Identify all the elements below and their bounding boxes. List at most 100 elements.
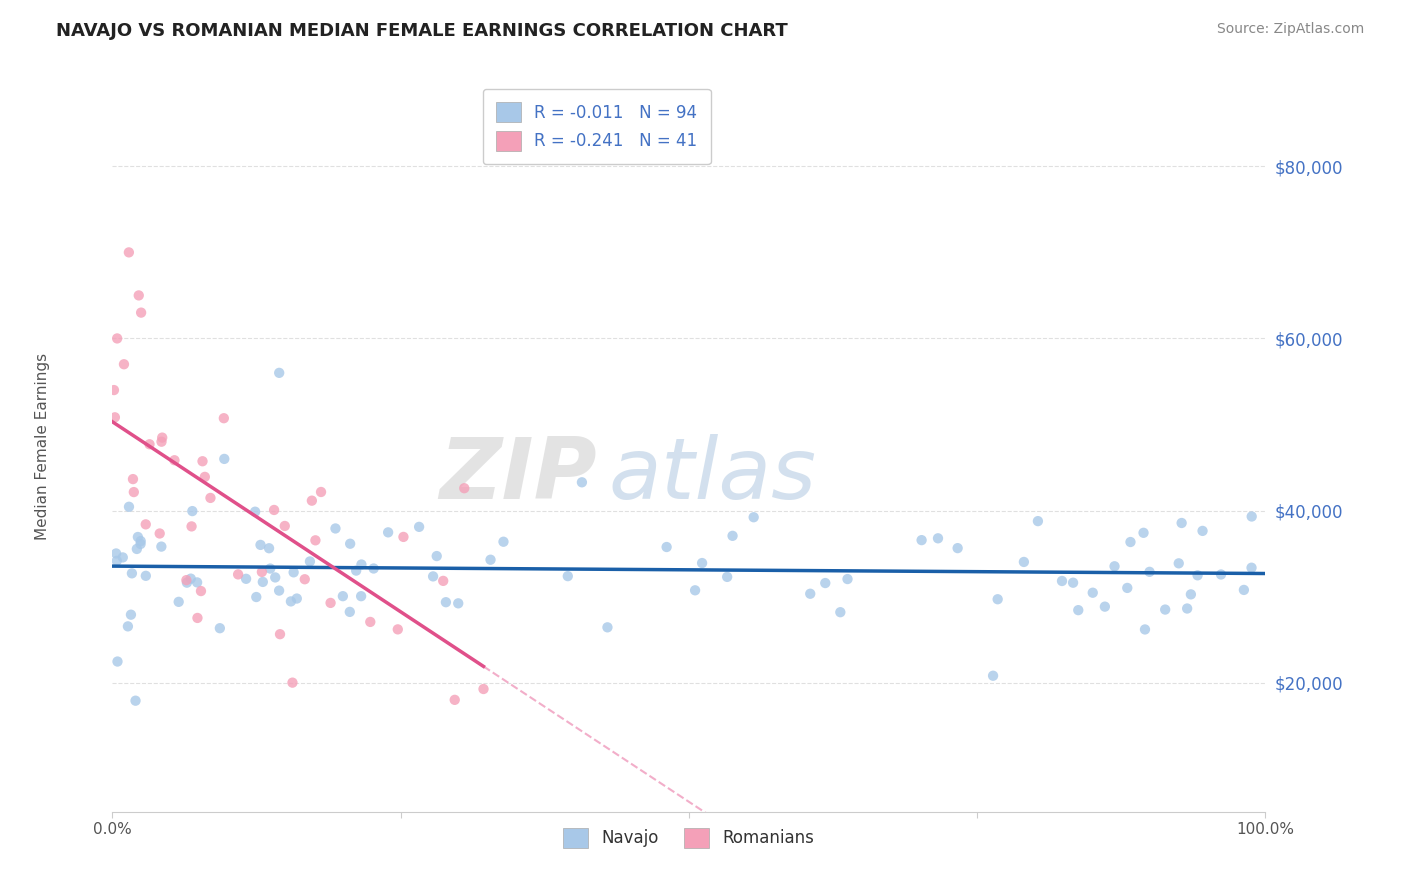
Point <box>655 540 678 554</box>
Point <box>150 434 173 449</box>
Point <box>259 561 281 575</box>
Point <box>799 587 821 601</box>
Point <box>422 569 444 583</box>
Point <box>571 475 593 490</box>
Point <box>447 596 470 610</box>
Point <box>128 288 150 302</box>
Point <box>105 554 128 568</box>
Point <box>350 558 373 572</box>
Point <box>163 453 186 467</box>
Point <box>176 575 198 590</box>
Point <box>830 605 852 619</box>
Point <box>186 575 208 590</box>
Point <box>180 572 202 586</box>
Point <box>214 451 236 466</box>
Point <box>304 533 326 548</box>
Point <box>135 569 157 583</box>
Point <box>105 546 128 560</box>
Point <box>309 485 332 500</box>
Point <box>742 510 765 524</box>
Point <box>1154 602 1177 616</box>
Point <box>716 570 738 584</box>
Point <box>319 596 342 610</box>
Point <box>690 556 713 570</box>
Point <box>392 530 415 544</box>
Point <box>285 591 308 606</box>
Point <box>1116 581 1139 595</box>
Point <box>1094 599 1116 614</box>
Point <box>339 605 361 619</box>
Legend: Navajo, Romanians: Navajo, Romanians <box>557 821 821 855</box>
Point <box>274 519 297 533</box>
Point <box>269 366 291 380</box>
Point <box>946 541 969 555</box>
Point <box>150 540 173 554</box>
Point <box>257 541 280 556</box>
Point <box>325 521 347 535</box>
Text: atlas: atlas <box>609 434 817 516</box>
Point <box>208 621 231 635</box>
Point <box>837 572 859 586</box>
Point <box>191 454 214 468</box>
Point <box>129 537 152 551</box>
Point <box>683 583 706 598</box>
Point <box>269 627 291 641</box>
Point <box>190 584 212 599</box>
Point <box>200 491 222 505</box>
Point <box>387 623 409 637</box>
Point <box>149 526 172 541</box>
Point <box>245 590 267 604</box>
Point <box>1132 525 1154 540</box>
Point <box>1104 559 1126 574</box>
Point <box>1187 568 1209 582</box>
Point <box>981 669 1004 683</box>
Point <box>104 410 127 425</box>
Point <box>235 572 257 586</box>
Point <box>112 357 135 371</box>
Point <box>426 549 449 563</box>
Point <box>111 550 134 565</box>
Point <box>910 533 932 548</box>
Point <box>186 611 208 625</box>
Point <box>332 589 354 603</box>
Point <box>250 565 273 579</box>
Point <box>298 554 321 568</box>
Point <box>1175 601 1198 615</box>
Text: Median Female Earnings: Median Female Earnings <box>35 352 49 540</box>
Point <box>283 566 305 580</box>
Point <box>1050 574 1073 588</box>
Point <box>122 472 145 486</box>
Point <box>129 534 152 549</box>
Point <box>1012 555 1035 569</box>
Point <box>129 305 152 319</box>
Point <box>176 573 198 587</box>
Point <box>377 525 399 540</box>
Point <box>118 245 141 260</box>
Point <box>1180 587 1202 601</box>
Point <box>1170 516 1192 530</box>
Point <box>1062 575 1084 590</box>
Point <box>350 589 373 603</box>
Point <box>363 561 385 575</box>
Point <box>987 592 1010 607</box>
Point <box>479 553 502 567</box>
Point <box>167 595 190 609</box>
Point <box>117 619 139 633</box>
Point <box>301 493 323 508</box>
Point <box>127 530 149 544</box>
Point <box>408 520 430 534</box>
Point <box>264 570 287 584</box>
Point <box>596 620 619 634</box>
Point <box>721 529 744 543</box>
Point <box>359 615 381 629</box>
Point <box>1191 524 1213 538</box>
Point <box>135 517 157 532</box>
Point <box>927 531 949 545</box>
Point <box>557 569 579 583</box>
Point <box>122 485 145 500</box>
Point <box>180 519 202 533</box>
Point <box>249 538 271 552</box>
Point <box>1139 565 1161 579</box>
Point <box>1240 509 1263 524</box>
Point <box>150 431 173 445</box>
